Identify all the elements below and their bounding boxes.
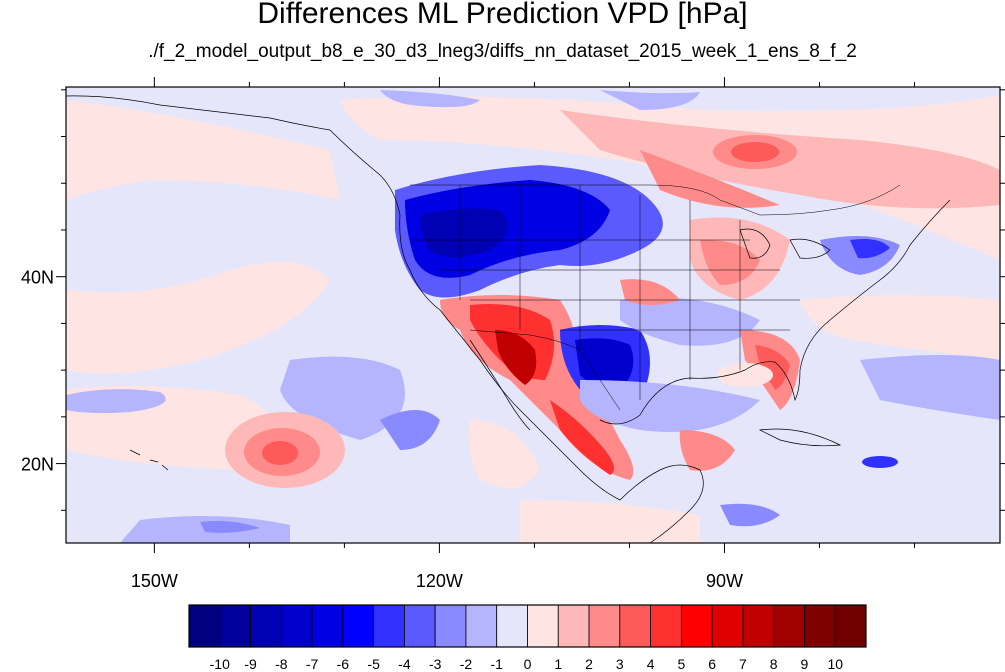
colorbar-label: 10 xyxy=(827,656,843,672)
colorbar-swatch xyxy=(711,604,744,648)
colorbar-swatch xyxy=(465,604,498,648)
colorbar-swatch xyxy=(773,604,805,648)
colorbar-swatch xyxy=(219,604,251,648)
colorbar-label: 5 xyxy=(677,656,685,672)
colorbar-swatch xyxy=(804,604,836,648)
colorbar-swatch xyxy=(404,604,436,648)
colorbar-label: -3 xyxy=(429,656,442,672)
colorbar-swatch xyxy=(650,604,682,648)
colorbar-label: -2 xyxy=(460,656,473,672)
colorbar-label: -1 xyxy=(491,656,504,672)
colorbar-swatch xyxy=(742,604,775,648)
colorbar-swatch xyxy=(188,604,221,648)
lon-tick-label: 120W xyxy=(416,571,463,591)
colorbar-swatch xyxy=(588,604,621,648)
colorbar-label: -7 xyxy=(306,656,319,672)
colorbar-swatch xyxy=(496,604,528,648)
colorbar-label: -9 xyxy=(244,656,257,672)
map-subtitle: ./f_2_model_output_b8_e_30_d3_lneg3/diff… xyxy=(148,41,857,62)
map-frame xyxy=(65,86,1001,544)
colorbar-label: 3 xyxy=(616,656,624,672)
colorbar-label: 8 xyxy=(770,656,778,672)
colorbar-swatch xyxy=(373,604,405,648)
colorbar-swatch xyxy=(250,604,282,648)
anomaly-field xyxy=(66,90,1000,543)
colorbar-swatch xyxy=(311,604,344,648)
colorbar-label: 2 xyxy=(585,656,593,672)
lat-tick-label: 40N xyxy=(21,268,54,288)
colorbar-label: 9 xyxy=(801,656,809,672)
colorbar-swatch xyxy=(527,604,559,648)
lon-tick-label: 90W xyxy=(706,571,743,591)
colorbar-label: -6 xyxy=(337,656,350,672)
colorbar-swatch xyxy=(557,604,590,648)
colorbar-label: -10 xyxy=(210,656,230,672)
lon-tick-label: 150W xyxy=(131,571,178,591)
colorbar-label: -8 xyxy=(275,656,288,672)
political-borders xyxy=(410,184,901,411)
colorbar-swatch xyxy=(619,604,651,648)
colorbar-label: 1 xyxy=(554,656,562,672)
colorbar-frame xyxy=(188,604,867,648)
axis-ticks xyxy=(56,77,1005,553)
colorbar-swatch xyxy=(342,604,375,648)
colorbar-label: 6 xyxy=(708,656,716,672)
coastlines xyxy=(66,95,951,543)
colorbar-label: 0 xyxy=(524,656,532,672)
colorbar-label: 4 xyxy=(647,656,655,672)
colorbar-label: -4 xyxy=(398,656,411,672)
lat-tick-label: 20N xyxy=(21,455,54,475)
map-plot-area xyxy=(66,87,1000,543)
colorbar: -10 -9 -8 -7 -6 -5 -4 -3 -2 -1 0 1 2 3 4 5 6 7 8 9 10 xyxy=(188,604,867,672)
map-title: Differences ML Prediction VPD [hPa] xyxy=(257,0,748,30)
colorbar-swatch xyxy=(434,604,467,648)
colorbar-swatch xyxy=(834,604,867,648)
colorbar-label: 7 xyxy=(739,656,747,672)
colorbar-swatch xyxy=(280,604,313,648)
colorbar-swatch xyxy=(680,604,713,648)
axis-labels: 150W 120W 90W 40N 20N xyxy=(21,268,743,591)
colorbar-label: -5 xyxy=(367,656,380,672)
